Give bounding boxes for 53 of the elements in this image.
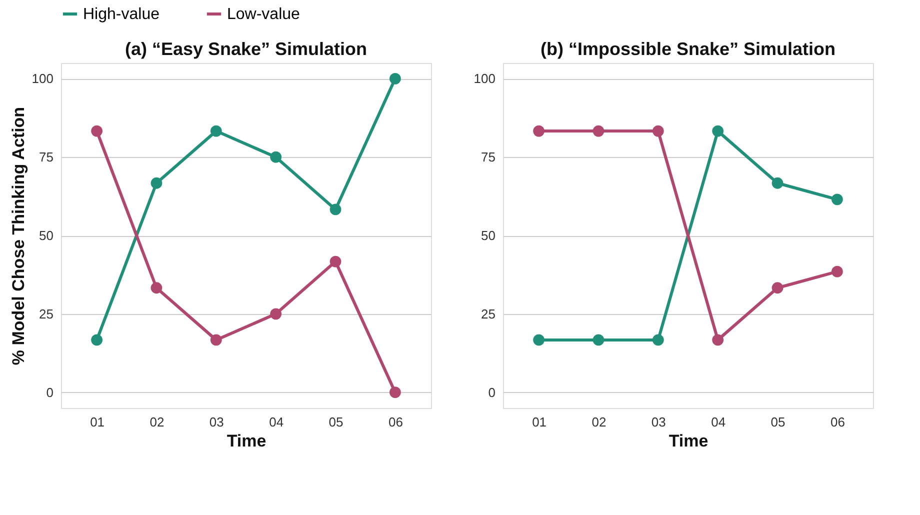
- x-tick-label: 04: [711, 414, 726, 430]
- point: [150, 282, 162, 294]
- point: [270, 308, 282, 320]
- point: [533, 334, 545, 346]
- point: [592, 334, 604, 346]
- point: [592, 125, 604, 137]
- y-tick-label: 25: [39, 306, 54, 322]
- chart-title: (a) “Easy Snake” Simulation: [124, 39, 368, 59]
- legend-label: Low-value: [227, 6, 300, 23]
- x-tick-label: 01: [90, 414, 105, 430]
- point: [330, 204, 342, 216]
- point: [533, 125, 545, 137]
- point: [772, 177, 784, 189]
- x-tick-label: 04: [269, 414, 284, 430]
- x-axis-title: Time: [668, 432, 708, 450]
- y-tick-label: 25: [481, 306, 496, 322]
- x-tick-label: 02: [592, 414, 606, 430]
- point: [652, 334, 664, 346]
- point: [210, 125, 222, 137]
- y-tick-label: 0: [46, 384, 54, 400]
- y-tick-label: 50: [39, 228, 54, 243]
- x-tick-label: 05: [770, 414, 786, 430]
- y-tick-label: 100: [32, 71, 54, 86]
- point: [330, 256, 342, 268]
- point: [210, 334, 222, 346]
- x-tick-label: 05: [328, 414, 344, 430]
- point: [772, 282, 784, 294]
- point: [91, 125, 103, 137]
- x-axis-title: Time: [226, 432, 266, 450]
- point: [91, 334, 103, 346]
- y-tick-label: 0: [488, 384, 496, 400]
- x-tick-label: 01: [532, 414, 547, 430]
- y-tick-label: 75: [39, 150, 54, 165]
- point: [150, 177, 162, 189]
- point: [389, 386, 401, 398]
- point: [712, 334, 724, 346]
- x-tick-label: 03: [651, 414, 666, 430]
- x-tick-label: 06: [830, 414, 845, 430]
- x-tick-label: 06: [388, 414, 403, 430]
- y-axis-title: % Model Chose Thinking Action: [8, 106, 28, 366]
- point: [652, 125, 664, 137]
- point: [831, 194, 843, 206]
- point: [270, 151, 282, 163]
- x-tick-label: 03: [209, 414, 224, 430]
- point: [389, 72, 401, 84]
- chart-title: (b) “Impossible Snake” Simulation: [540, 39, 836, 59]
- x-tick-label: 02: [150, 414, 164, 430]
- y-tick-label: 50: [481, 228, 496, 243]
- y-tick-label: 75: [481, 150, 496, 165]
- legend-label: High-value: [83, 6, 160, 23]
- point: [712, 125, 724, 137]
- y-tick-label: 100: [474, 71, 496, 86]
- point: [831, 266, 843, 278]
